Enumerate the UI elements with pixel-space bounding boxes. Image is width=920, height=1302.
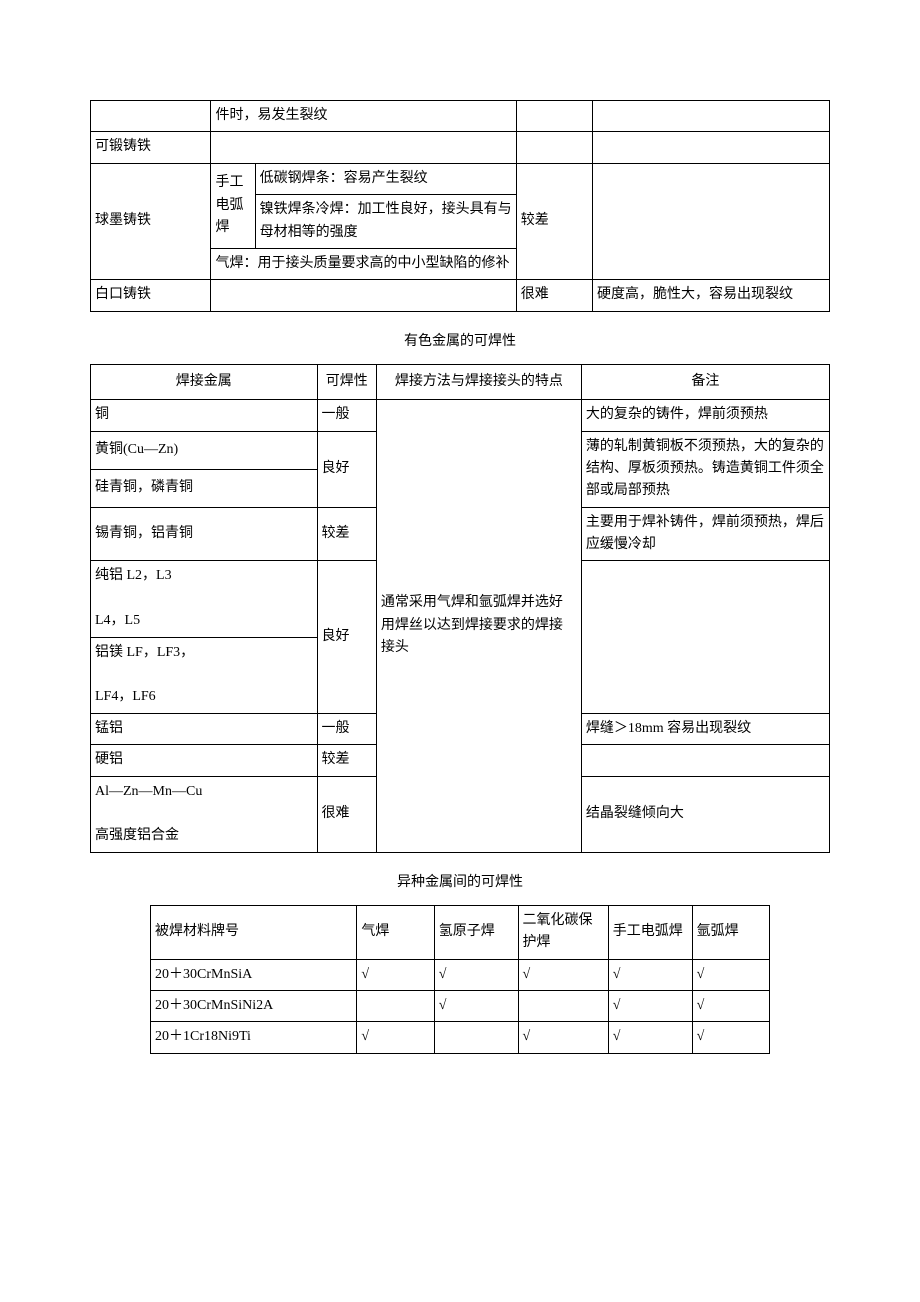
cell: 白口铸铁: [91, 280, 211, 311]
cell: [434, 1022, 518, 1053]
cell: 手工电弧焊: [211, 163, 255, 248]
cell: √: [608, 990, 692, 1021]
cell: [91, 101, 211, 132]
cell: 硬度高，脆性大，容易出现裂纹: [593, 280, 830, 311]
col-header: 被焊材料牌号: [151, 905, 357, 959]
section-title-3: 异种金属间的可焊性: [90, 871, 830, 891]
col-header: 气焊: [357, 905, 434, 959]
cell: 主要用于焊补铸件，焊前须预热，焊后应缓慢冷却: [581, 507, 829, 561]
cell: 很难: [317, 776, 376, 852]
table-row: 球墨铸铁 手工电弧焊 低碳钢焊条：容易产生裂纹 较差: [91, 163, 830, 194]
cell: √: [434, 990, 518, 1021]
cell: 镍铁焊条冷焊：加工性良好，接头具有与母材相等的强度: [255, 195, 516, 249]
cell: √: [357, 959, 434, 990]
cell: √: [692, 1022, 769, 1053]
cell: [593, 132, 830, 163]
cell: 很难: [516, 280, 592, 311]
cell: [211, 132, 516, 163]
col-header: 可焊性: [317, 364, 376, 399]
cell: √: [608, 959, 692, 990]
table-row: 铜 一般 通常采用气焊和氩弧焊并选好用焊丝以达到焊接要求的焊接接头 大的复杂的铸…: [91, 400, 830, 431]
cell: 铜: [91, 400, 318, 431]
cell: 通常采用气焊和氩弧焊并选好用焊丝以达到焊接要求的焊接接头: [376, 400, 581, 853]
cell: 较差: [317, 507, 376, 561]
cell: 黄铜(Cu—Zn): [91, 431, 318, 469]
cell: 气焊：用于接头质量要求高的中小型缺陷的修补: [211, 248, 516, 279]
table-row: 白口铸铁 很难 硬度高，脆性大，容易出现裂纹: [91, 280, 830, 311]
cell: 20＋30CrMnSiA: [151, 959, 357, 990]
col-header: 焊接金属: [91, 364, 318, 399]
col-header: 焊接方法与焊接接头的特点: [376, 364, 581, 399]
cell: 良好: [317, 431, 376, 507]
col-header: 二氧化碳保护焊: [518, 905, 608, 959]
cell: Al—Zn—Mn—Cu 高强度铝合金: [91, 776, 318, 852]
table-row: 20＋30CrMnSiNi2A √ √ √: [151, 990, 770, 1021]
cell: 铝镁 LF，LF3， LF4，LF6: [91, 637, 318, 713]
cell: √: [692, 990, 769, 1021]
cell: 薄的轧制黄铜板不须预热，大的复杂的结构、厚板须预热。铸造黄铜工件须全部或局部预热: [581, 431, 829, 507]
table-header-row: 焊接金属 可焊性 焊接方法与焊接接头的特点 备注: [91, 364, 830, 399]
col-header: 氩弧焊: [692, 905, 769, 959]
cell: [581, 745, 829, 776]
cell: 20＋30CrMnSiNi2A: [151, 990, 357, 1021]
table-header-row: 被焊材料牌号 气焊 氢原子焊 二氧化碳保护焊 手工电弧焊 氩弧焊: [151, 905, 770, 959]
cell: 件时，易发生裂纹: [211, 101, 516, 132]
table-row: 20＋30CrMnSiA √ √ √ √ √: [151, 959, 770, 990]
table-row: 件时，易发生裂纹: [91, 101, 830, 132]
cell: 低碳钢焊条：容易产生裂纹: [255, 163, 516, 194]
col-header: 手工电弧焊: [608, 905, 692, 959]
table-row: 20＋1Cr18Ni9Ti √ √ √ √: [151, 1022, 770, 1053]
cell: 锡青铜，铝青铜: [91, 507, 318, 561]
cell: 大的复杂的铸件，焊前须预热: [581, 400, 829, 431]
cell: 20＋1Cr18Ni9Ti: [151, 1022, 357, 1053]
cell: [593, 163, 830, 280]
cell: [516, 101, 592, 132]
cell: √: [518, 1022, 608, 1053]
cell: [516, 132, 592, 163]
cell: [211, 280, 516, 311]
cast-iron-table: 件时，易发生裂纹 可锻铸铁 球墨铸铁 手工电弧焊 低碳钢焊条：容易产生裂纹 较差…: [90, 100, 830, 312]
cell: √: [692, 959, 769, 990]
cell: 较差: [516, 163, 592, 280]
cell: 良好: [317, 561, 376, 713]
cell: 一般: [317, 400, 376, 431]
col-header: 备注: [581, 364, 829, 399]
dissimilar-metal-table: 被焊材料牌号 气焊 氢原子焊 二氧化碳保护焊 手工电弧焊 氩弧焊 20＋30Cr…: [150, 905, 770, 1054]
cell: [357, 990, 434, 1021]
cell: 纯铝 L2，L3 L4，L5: [91, 561, 318, 637]
cell: 锰铝: [91, 713, 318, 744]
cell: √: [608, 1022, 692, 1053]
cell: 硅青铜，磷青铜: [91, 469, 318, 507]
table-row: 可锻铸铁: [91, 132, 830, 163]
cell: 一般: [317, 713, 376, 744]
cell: 焊缝＞18mm 容易出现裂纹: [581, 713, 829, 744]
cell: √: [518, 959, 608, 990]
cell: [593, 101, 830, 132]
nonferrous-table: 焊接金属 可焊性 焊接方法与焊接接头的特点 备注 铜 一般 通常采用气焊和氩弧焊…: [90, 364, 830, 853]
cell: [581, 561, 829, 713]
cell: [518, 990, 608, 1021]
cell: 硬铝: [91, 745, 318, 776]
cell: 可锻铸铁: [91, 132, 211, 163]
cell: 较差: [317, 745, 376, 776]
cell: √: [434, 959, 518, 990]
cell: √: [357, 1022, 434, 1053]
col-header: 氢原子焊: [434, 905, 518, 959]
cell: 球墨铸铁: [91, 163, 211, 280]
section-title-2: 有色金属的可焊性: [90, 330, 830, 350]
cell: 结晶裂缝倾向大: [581, 776, 829, 852]
